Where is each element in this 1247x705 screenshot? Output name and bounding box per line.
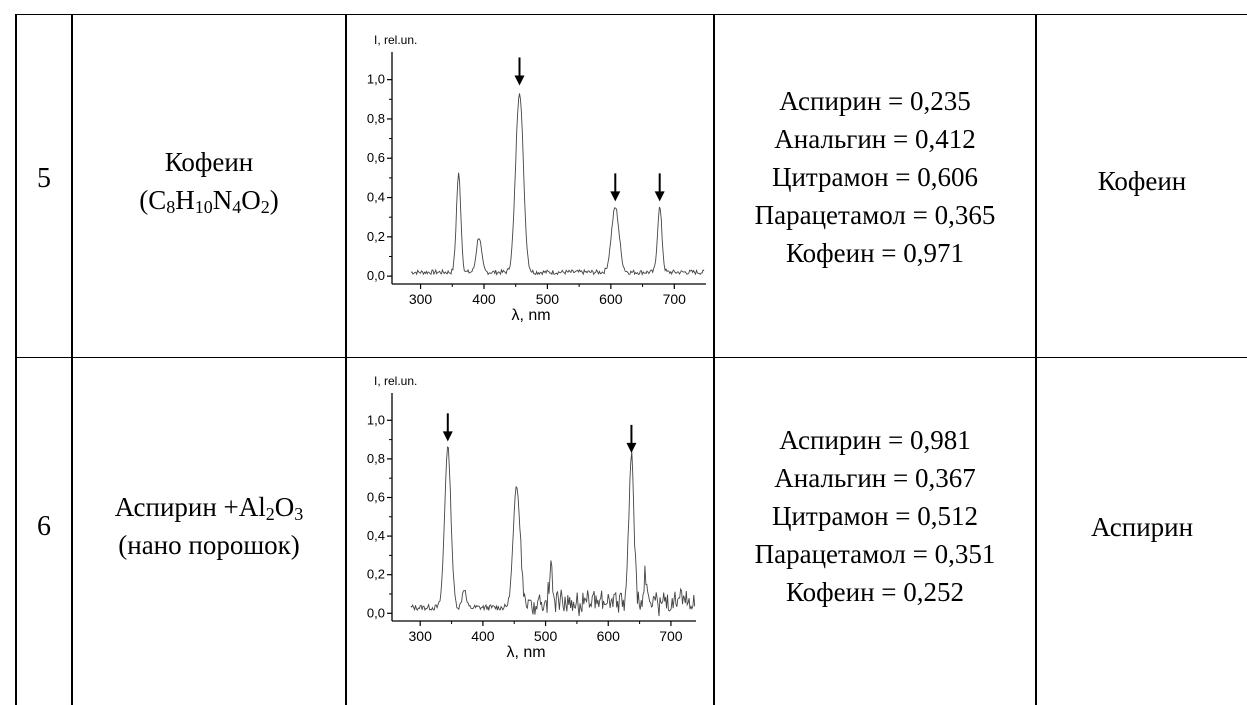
match-list: Аспирин = 0,981 Анальгин = 0,367 Цитрамо… bbox=[715, 421, 1035, 611]
peak-arrow-head bbox=[654, 191, 665, 202]
match-item: Цитрамон = 0,606 bbox=[771, 162, 979, 192]
table-border-col4 bbox=[1035, 14, 1037, 705]
x-tick-label: 500 bbox=[534, 628, 558, 644]
peak-arrow-head bbox=[442, 431, 453, 442]
x-axis-label: λ, nm bbox=[506, 644, 545, 661]
table-border-col2 bbox=[345, 14, 347, 705]
spectrum-chart-caffeine: 0,0 0,2 0,4 0,6 0,8 1,0 300 400 500 600 700 I, rel.… bbox=[348, 14, 710, 354]
x-tick-label: 700 bbox=[663, 291, 687, 307]
table-border-row-divider bbox=[15, 357, 1247, 358]
row-number: 5 bbox=[37, 163, 51, 194]
spectrum-line bbox=[410, 93, 705, 276]
x-axis-label: λ, nm bbox=[511, 307, 550, 324]
table-border-top bbox=[15, 14, 1247, 15]
spectrum-chart-aspirin-al2o3: 0,0 0,2 0,4 0,6 0,8 1,0 300 400 500 600 700 I, rel.… bbox=[348, 359, 710, 705]
result-value: Аспирин bbox=[1090, 512, 1194, 542]
y-tick-label: 0,2 bbox=[367, 229, 385, 244]
match-item: Анальгин = 0,367 bbox=[774, 463, 976, 493]
match-item: Парацетамол = 0,365 bbox=[754, 200, 996, 230]
y-tick-label: 0,4 bbox=[367, 528, 385, 543]
result-value: Кофеин bbox=[1097, 166, 1187, 196]
substance-formula: (C8H10N4O2) bbox=[139, 185, 279, 217]
x-tick-label: 300 bbox=[409, 628, 433, 644]
peak-arrow-head bbox=[514, 75, 525, 86]
match-item: Аспирин = 0,981 bbox=[779, 425, 971, 455]
x-tick-label: 600 bbox=[597, 628, 621, 644]
y-tick-label: 0,8 bbox=[367, 451, 385, 466]
y-axis-label: I, rel.un. bbox=[374, 33, 417, 47]
row-number: 6 bbox=[37, 511, 51, 542]
x-tick-label: 600 bbox=[599, 291, 623, 307]
substance-note: (нано порошок) bbox=[118, 530, 300, 560]
y-axis-label: I, rel.un. bbox=[374, 374, 417, 388]
y-tick-label: 0,6 bbox=[367, 150, 385, 165]
match-item: Кофеин = 0,971 bbox=[785, 238, 965, 268]
match-item: Анальгин = 0,412 bbox=[774, 124, 976, 154]
spectrum-line bbox=[410, 446, 696, 617]
x-tick-label: 400 bbox=[472, 291, 496, 307]
y-tick-label: 0,2 bbox=[367, 567, 385, 582]
table-border-col1 bbox=[71, 14, 73, 705]
substance-name: Кофеин bbox=[164, 147, 254, 177]
peak-arrow-head bbox=[626, 442, 637, 453]
x-tick-label: 400 bbox=[471, 628, 495, 644]
y-tick-label: 0,8 bbox=[367, 111, 385, 126]
y-tick-label: 1,0 bbox=[367, 72, 385, 87]
peak-arrow-head bbox=[610, 191, 621, 202]
x-tick-label: 300 bbox=[409, 291, 433, 307]
y-tick-label: 0,0 bbox=[367, 605, 385, 620]
x-tick-label: 500 bbox=[536, 291, 560, 307]
match-item: Аспирин = 0,235 bbox=[779, 86, 971, 116]
match-item: Кофеин = 0,252 bbox=[785, 577, 965, 607]
table-border-left bbox=[15, 14, 17, 705]
y-tick-label: 1,0 bbox=[367, 412, 385, 427]
match-list: Аспирин = 0,235 Анальгин = 0,412 Цитрамо… bbox=[715, 82, 1035, 272]
y-tick-label: 0,4 bbox=[367, 190, 385, 205]
x-tick-label: 700 bbox=[659, 628, 683, 644]
y-tick-label: 0,6 bbox=[367, 489, 385, 504]
table-border-col3 bbox=[713, 14, 715, 705]
match-item: Парацетамол = 0,351 bbox=[754, 539, 996, 569]
substance-name: Аспирин +Al2O3 bbox=[114, 492, 304, 524]
y-tick-label: 0,0 bbox=[367, 268, 385, 283]
match-item: Цитрамон = 0,512 bbox=[771, 501, 979, 531]
